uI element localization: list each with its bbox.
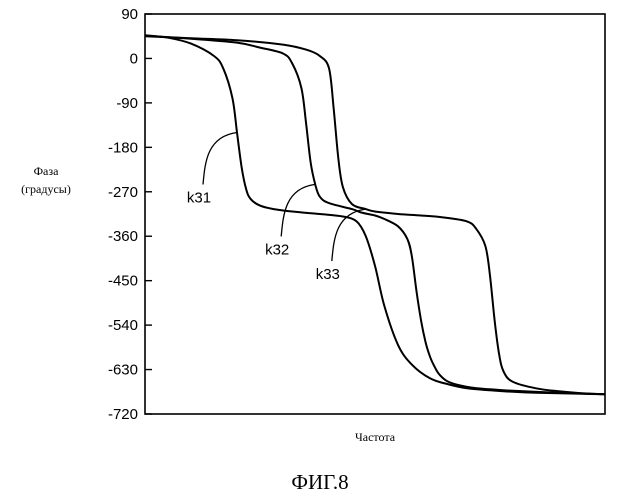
series-line-k32 bbox=[145, 36, 605, 395]
y-tick-label: 90 bbox=[121, 6, 138, 23]
y-tick-label: -90 bbox=[116, 95, 138, 112]
y-tick-label: -450 bbox=[108, 273, 138, 290]
y-tick-label: -630 bbox=[108, 362, 138, 379]
figure-caption: ФИГ.8 bbox=[291, 470, 348, 494]
plot-frame bbox=[145, 14, 605, 414]
annotation-label-k32: k32 bbox=[265, 241, 289, 258]
y-tick-label: -720 bbox=[108, 406, 138, 423]
y-tick-label: -540 bbox=[108, 317, 138, 334]
y-tick-label: -360 bbox=[108, 228, 138, 245]
y-tick-label: -180 bbox=[108, 139, 138, 156]
y-tick-label: 0 bbox=[130, 50, 138, 67]
plot-curves bbox=[145, 35, 605, 394]
annotation-label-k31: k31 bbox=[187, 190, 211, 207]
y-tick-label: -270 bbox=[108, 184, 138, 201]
y-axis-label-line-2: (градусы) bbox=[21, 182, 71, 196]
annotation-leader-k31 bbox=[203, 133, 237, 185]
y-axis-label-line-1: Фаза bbox=[34, 164, 60, 178]
x-axis-label: Частота bbox=[355, 430, 396, 444]
annotation-label-k33: k33 bbox=[316, 266, 340, 283]
y-axis-label: Фаза (градусы) bbox=[21, 164, 71, 196]
